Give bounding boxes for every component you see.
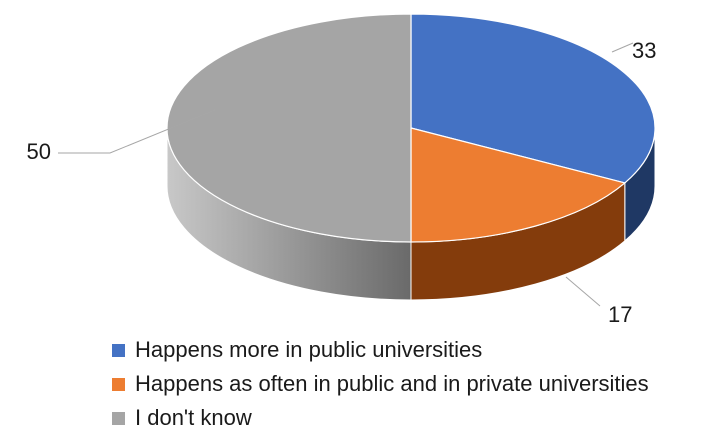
data-label-both: 17: [608, 302, 632, 327]
data-label-public: 33: [632, 38, 656, 63]
legend-swatch-public: [112, 343, 125, 357]
legend-swatch-unknown: [112, 411, 125, 425]
slice-unknown: [166, 13, 412, 243]
legend-label-both: Happens as often in public and in privat…: [135, 371, 649, 396]
leader-line-unknown: [58, 109, 216, 154]
slice-both: [410, 127, 627, 243]
legend-label-unknown: I don't know: [135, 405, 252, 430]
data-label-unknown: 50: [27, 139, 51, 164]
legend-item-both: Happens as often in public and in privat…: [112, 367, 649, 401]
legend-item-public: Happens more in public universities: [112, 333, 649, 367]
slice-public: [410, 13, 656, 184]
legend-swatch-both: [112, 377, 125, 391]
leader-line-both: [565, 276, 601, 307]
legend-item-unknown: I don't know: [112, 401, 649, 435]
legend-label-public: Happens more in public universities: [135, 337, 483, 362]
chart-legend: Happens more in public universities Happ…: [112, 333, 649, 435]
leader-line-public: [611, 42, 634, 53]
